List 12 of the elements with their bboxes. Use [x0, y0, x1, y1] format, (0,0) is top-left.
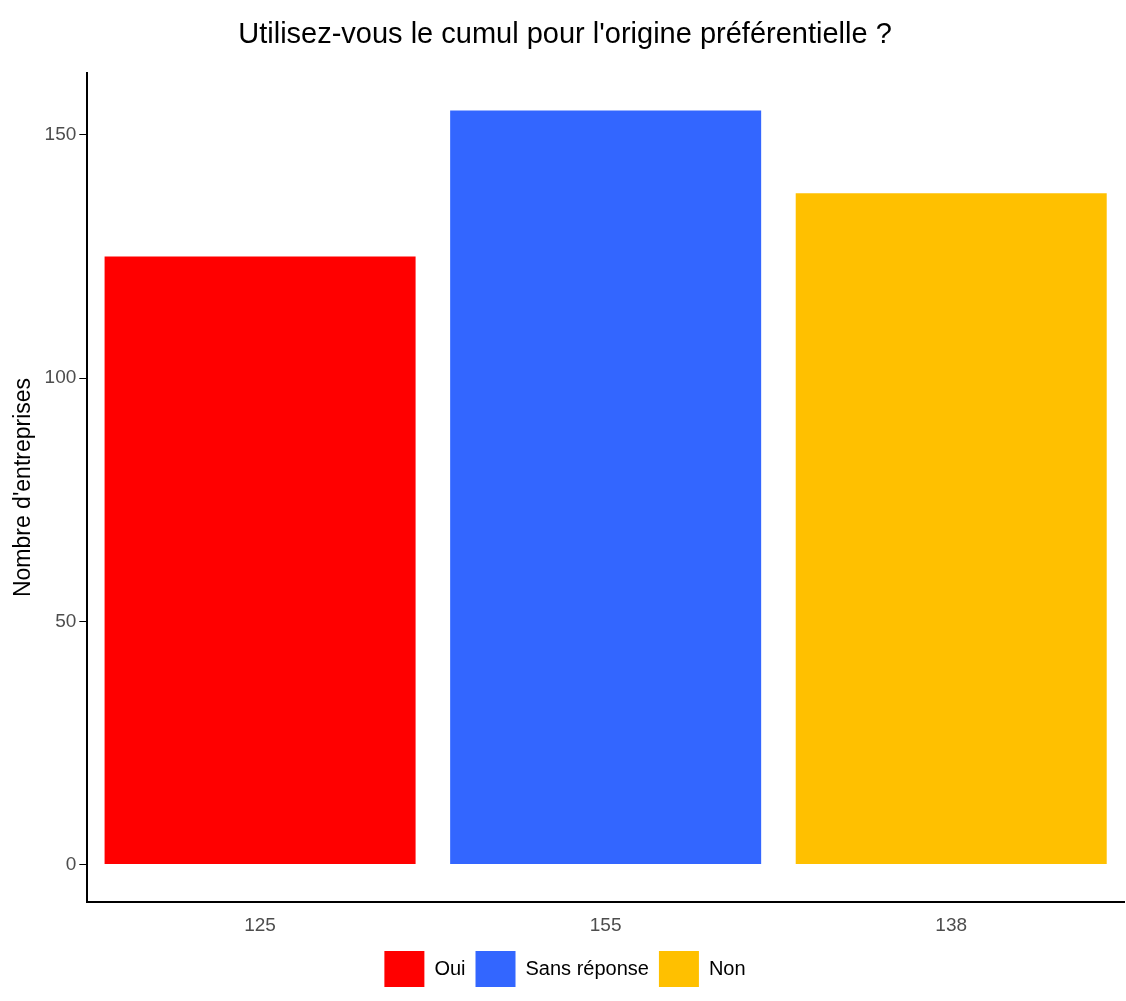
y-tick-label: 0: [65, 852, 77, 874]
x-tick-label: 155: [589, 913, 622, 935]
x-tick-label: 125: [244, 913, 276, 935]
legend-label: Non: [708, 956, 746, 979]
y-tick-label: 50: [55, 609, 77, 631]
y-tick-label: 150: [44, 123, 77, 145]
legend-label: Oui: [434, 956, 466, 979]
legend-label: Sans réponse: [525, 956, 649, 979]
y-axis-title: Nombre d'entreprises: [9, 377, 36, 598]
y-tick-label: 100: [44, 366, 77, 388]
x-tick-label: 138: [935, 913, 968, 935]
chart-title: Utilisez-vous le cumul pour l'origine préférentielle ?: [238, 17, 892, 50]
